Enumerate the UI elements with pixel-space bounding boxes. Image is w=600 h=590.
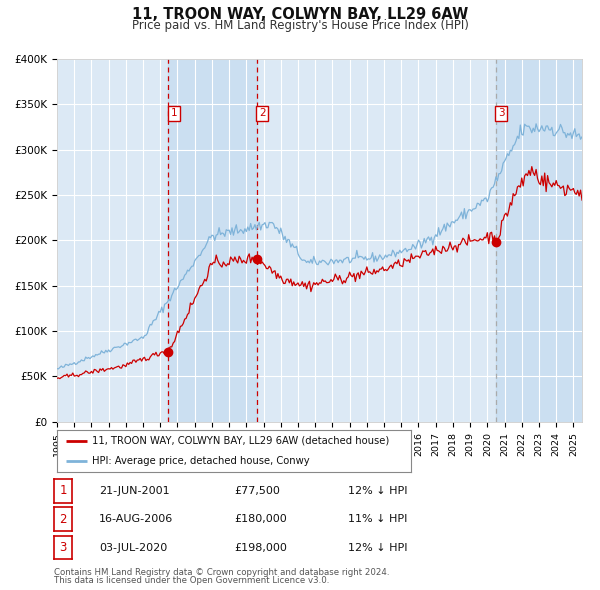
Text: 16-AUG-2006: 16-AUG-2006 <box>99 514 173 524</box>
Text: 1: 1 <box>59 484 67 497</box>
Text: 12% ↓ HPI: 12% ↓ HPI <box>348 543 407 552</box>
Text: This data is licensed under the Open Government Licence v3.0.: This data is licensed under the Open Gov… <box>54 576 329 585</box>
Text: 21-JUN-2001: 21-JUN-2001 <box>99 486 170 496</box>
Text: Price paid vs. HM Land Registry's House Price Index (HPI): Price paid vs. HM Land Registry's House … <box>131 19 469 32</box>
Text: 11, TROON WAY, COLWYN BAY, LL29 6AW (detached house): 11, TROON WAY, COLWYN BAY, LL29 6AW (det… <box>92 436 389 446</box>
Text: 12% ↓ HPI: 12% ↓ HPI <box>348 486 407 496</box>
Text: £198,000: £198,000 <box>234 543 287 552</box>
Text: 03-JUL-2020: 03-JUL-2020 <box>99 543 167 552</box>
Text: £180,000: £180,000 <box>234 514 287 524</box>
Text: Contains HM Land Registry data © Crown copyright and database right 2024.: Contains HM Land Registry data © Crown c… <box>54 568 389 577</box>
Bar <box>496 59 590 422</box>
Text: 3: 3 <box>59 541 67 554</box>
Text: 11, TROON WAY, COLWYN BAY, LL29 6AW: 11, TROON WAY, COLWYN BAY, LL29 6AW <box>132 7 468 22</box>
Text: 1: 1 <box>170 109 177 119</box>
Text: 3: 3 <box>498 109 505 119</box>
Text: £77,500: £77,500 <box>234 486 280 496</box>
Bar <box>169 59 257 422</box>
Text: 2: 2 <box>259 109 266 119</box>
Text: 11% ↓ HPI: 11% ↓ HPI <box>348 514 407 524</box>
Text: HPI: Average price, detached house, Conwy: HPI: Average price, detached house, Conw… <box>92 455 310 466</box>
Text: 2: 2 <box>59 513 67 526</box>
